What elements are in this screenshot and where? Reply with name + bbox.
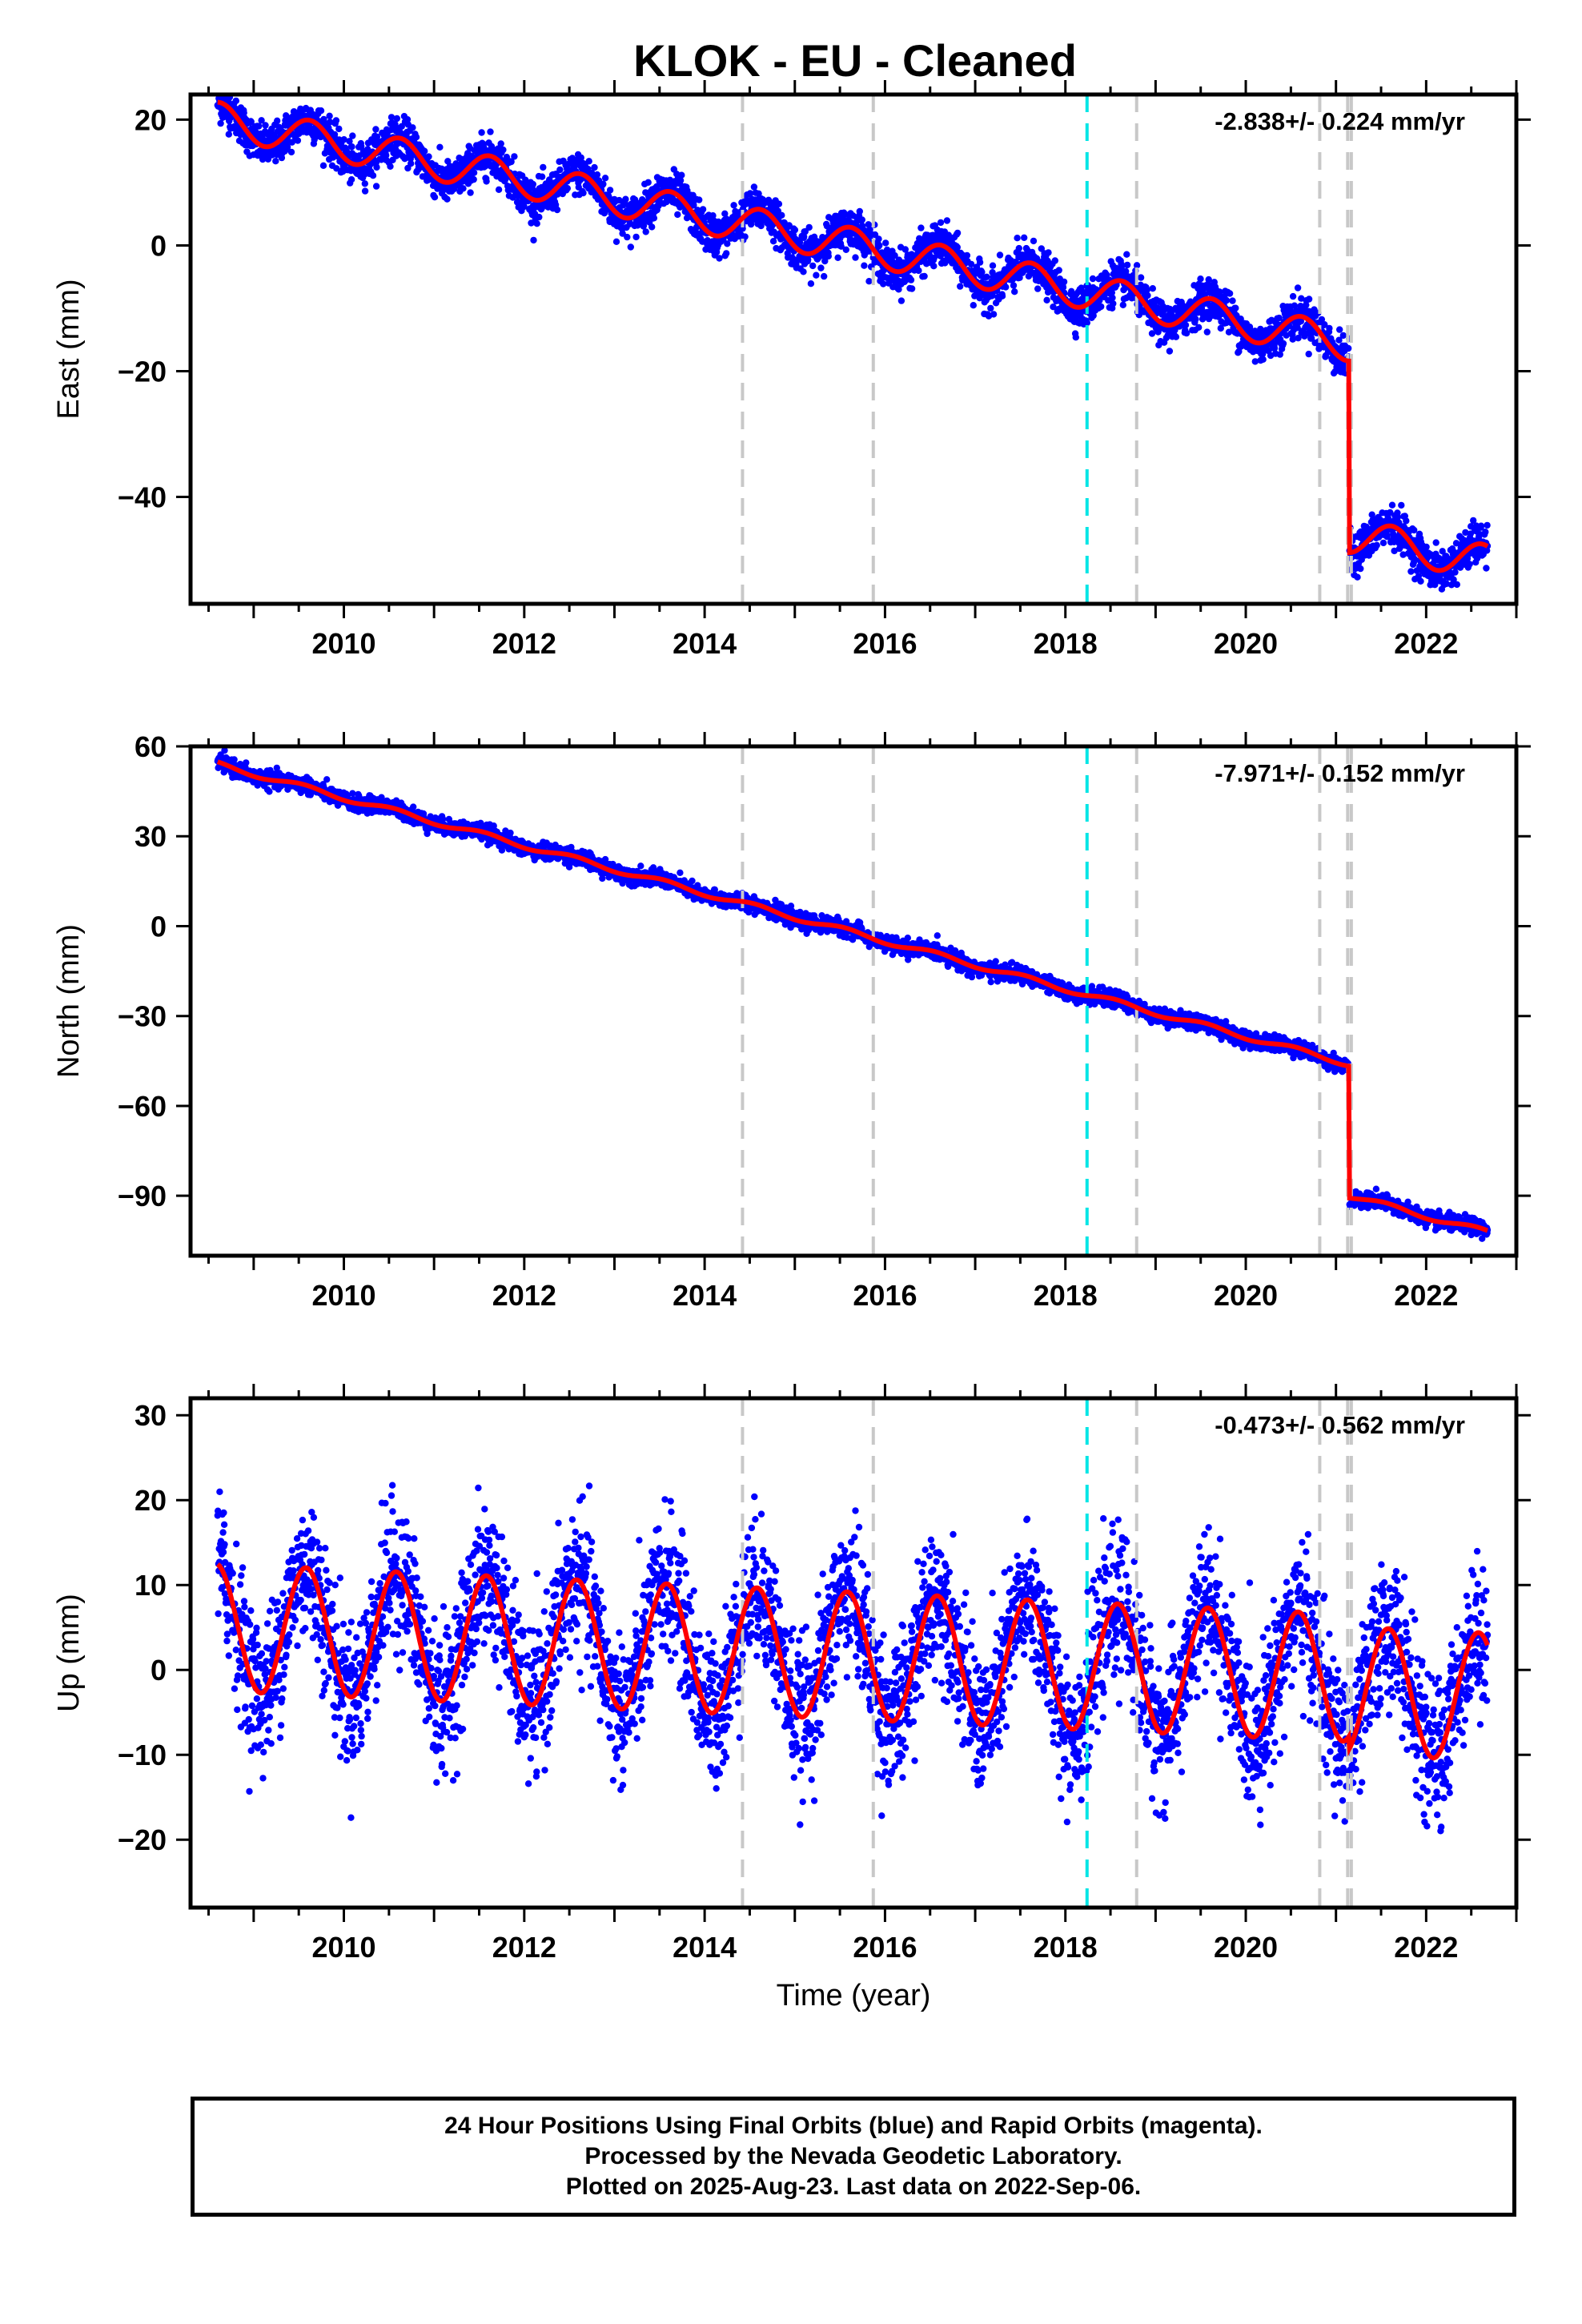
north-y-axis-label: North (mm): [52, 924, 86, 1078]
up-x-tick-label: 2018: [1034, 1931, 1098, 1964]
panel-east: 2010 2012 2014 2016 2018 2020 2022 20 0 −20 −40 Eas…: [52, 80, 1531, 660]
east-x-tick-label: 2010: [311, 627, 375, 660]
north-frame: [188, 744, 1519, 1258]
north-y-tick-label: −30: [118, 1000, 167, 1033]
north-model-fit-line: [216, 759, 1488, 1233]
panel-up: 2010 2012 2014 2016 2018 2020 20223020100−10−2…: [52, 1384, 1531, 2012]
up-y-axis-label: Up (mm): [52, 1594, 86, 1712]
north-y-tick-label: −60: [118, 1090, 167, 1123]
up-y-tick-label: 0: [151, 1654, 167, 1687]
east-frame: [188, 92, 1519, 606]
up-data-points: [214, 1482, 1492, 1835]
figure-title: KLOK - EU - Cleaned: [633, 35, 1077, 86]
footer-line-3: Plotted on 2025-Aug-23. Last data on 202…: [565, 2173, 1142, 2200]
up-y-tick-label: 30: [135, 1399, 167, 1432]
north-x-tick-label: 2020: [1214, 1279, 1278, 1312]
east-y-tick-label: 20: [135, 103, 167, 136]
east-y-tick-label: −40: [118, 481, 167, 514]
up-y-tick-label: 10: [135, 1569, 167, 1602]
east-x-tick-label: 2022: [1394, 627, 1458, 660]
up-x-tick-label: 2020: [1214, 1931, 1278, 1964]
east-y-tick-label: −20: [118, 355, 167, 388]
up-rate-label: -0.473+/- 0.562 mm/yr: [1215, 1411, 1465, 1439]
north-x-tick-label: 2010: [311, 1279, 375, 1312]
north-y-tick-label: 60: [135, 730, 167, 763]
north-rate-label: -7.971+/- 0.152 mm/yr: [1215, 759, 1465, 787]
east-x-tick-label: 2012: [492, 627, 556, 660]
up-x-tick-label: 2022: [1394, 1931, 1458, 1964]
up-y-tick-label: −20: [118, 1823, 167, 1856]
up-x-tick-label: 2016: [853, 1931, 917, 1964]
north-plot-area: [214, 746, 1492, 1256]
east-model-fit-line: [217, 99, 1489, 573]
panel-north: 2010 2012 2014 2016 2018 2020 2022 60 30 0 −30 −60 −…: [52, 730, 1531, 1312]
up-x-tick-label: 2010: [311, 1931, 375, 1964]
up-frame: [188, 1396, 1519, 1910]
up-plot-area: [214, 1398, 1492, 1908]
east-y-axis-label: East (mm): [52, 279, 86, 419]
footer-line-2: Processed by the Nevada Geodetic Laborat…: [584, 2143, 1122, 2169]
east-x-tick-label: 2014: [673, 627, 737, 660]
footer-info-box: 24 Hour Positions Using Final Orbits (bl…: [191, 2097, 1516, 2217]
panels: 2010 2012 2014 2016 2018 2020 2022200−20−40Eas…: [52, 80, 1531, 2012]
east-x-tick-label: 2020: [1214, 627, 1278, 660]
north-data-points: [214, 746, 1492, 1242]
up-y-tick-label: −10: [118, 1739, 167, 1771]
east-rate-label: -2.838+/- 0.224 mm/yr: [1215, 107, 1465, 135]
up-y-tick-label: 20: [135, 1484, 167, 1517]
east-x-tick-label: 2016: [853, 627, 917, 660]
north-x-tick-label: 2012: [492, 1279, 556, 1312]
north-x-tick-label: 2022: [1394, 1279, 1458, 1312]
up-x-tick-label: 2014: [673, 1931, 737, 1964]
north-x-tick-label: 2016: [853, 1279, 917, 1312]
up-x-axis-label: Time (year): [777, 1979, 931, 2012]
up-x-tick-label: 2012: [492, 1931, 556, 1964]
north-x-tick-label: 2014: [673, 1279, 737, 1312]
east-data-points: [214, 94, 1492, 593]
north-y-tick-label: −90: [118, 1180, 167, 1212]
up-model-fit-line: [215, 1562, 1490, 1761]
north-y-tick-label: 30: [135, 820, 167, 853]
east-plot-area: [214, 94, 1492, 604]
east-y-tick-label: 0: [151, 229, 167, 262]
east-x-tick-label: 2018: [1034, 627, 1098, 660]
north-x-tick-label: 2018: [1034, 1279, 1098, 1312]
north-y-tick-label: 0: [151, 910, 167, 943]
footer-line-1: 24 Hour Positions Using Final Orbits (bl…: [444, 2113, 1263, 2139]
